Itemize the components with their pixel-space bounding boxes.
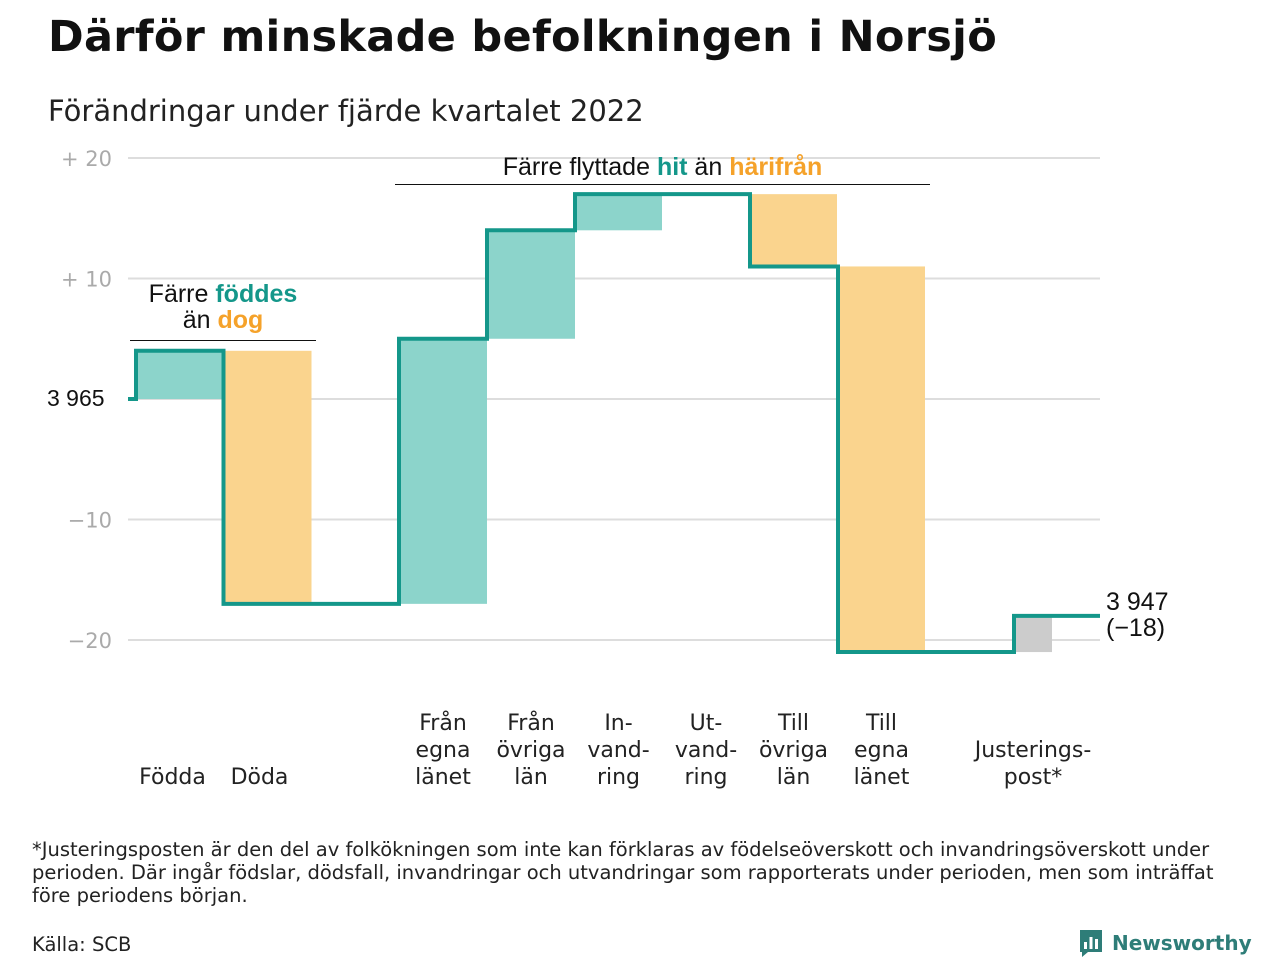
waterfall-bar xyxy=(487,230,575,339)
x-tick-label: Döda xyxy=(231,765,289,790)
waterfall-bar xyxy=(399,338,487,604)
annotation-text: Färre xyxy=(148,280,216,308)
cumulative-line xyxy=(128,192,1100,655)
annotation-text: än xyxy=(687,153,730,181)
start-value-label: 3 965 xyxy=(47,385,105,411)
waterfall-bar xyxy=(136,350,223,399)
annotation-text: Färre flyttade xyxy=(502,153,657,181)
footnote: *Justeringsposten är den del av folkökni… xyxy=(32,838,1214,907)
end-value-label: 3 947 (−18) xyxy=(1106,589,1169,641)
chart-subtitle: Förändringar under fjärde kvartalet 2022 xyxy=(48,94,644,128)
annotation-highlight-decrease: dog xyxy=(217,306,264,334)
x-tick-label: Ut-vand-ring xyxy=(675,711,737,790)
waterfall-bar xyxy=(838,266,925,653)
annotation-highlight-increase: föddes xyxy=(215,280,298,308)
brand-logo: Newsworthy xyxy=(1078,928,1252,958)
waterfall-bar xyxy=(223,350,312,604)
waterfall-bar xyxy=(575,194,662,231)
y-tick-label: −10 xyxy=(68,509,112,533)
annotation-bracket-line xyxy=(130,340,316,341)
x-tick-label: Från övriga län xyxy=(496,710,565,790)
net-change: (−18) xyxy=(1106,614,1166,642)
source-label: Källa: SCB xyxy=(32,933,132,956)
chart-title: Därför minskade befolkningen i Norsjö xyxy=(48,12,998,62)
y-tick-label: + 20 xyxy=(61,147,112,171)
annotation-highlight-increase: hit xyxy=(656,153,688,181)
waterfall-bar xyxy=(1014,615,1052,653)
x-tick-label: Födda xyxy=(139,765,206,790)
x-tick-label: Justerings-post* xyxy=(973,738,1092,790)
annotation-text: än xyxy=(182,306,218,334)
y-tick-label: −20 xyxy=(68,629,112,653)
annotation-bracket-line xyxy=(395,184,930,185)
x-tick-label: Till övriga län xyxy=(759,711,828,790)
x-tick-label: Från egna länet xyxy=(415,710,471,790)
annotation-births-vs-deaths: Färre föddes än dog xyxy=(130,281,316,333)
annotation-highlight-decrease: härifrån xyxy=(729,153,823,181)
x-tick-label: Till egna länet xyxy=(854,711,910,790)
newsworthy-logo-icon xyxy=(1080,930,1102,957)
waterfall-bar xyxy=(750,194,837,267)
end-value: 3 947 xyxy=(1106,588,1169,616)
waterfall-chart: + 20 + 10 −10 −20 Födda Döda Från egna länet Från… xyxy=(61,147,1100,790)
y-tick-label: + 10 xyxy=(61,268,112,292)
x-tick-label: In-vand-ring xyxy=(587,711,649,790)
brand-name: Newsworthy xyxy=(1112,931,1252,955)
annotation-moves: Färre flyttade hit än härifrån xyxy=(395,154,930,180)
